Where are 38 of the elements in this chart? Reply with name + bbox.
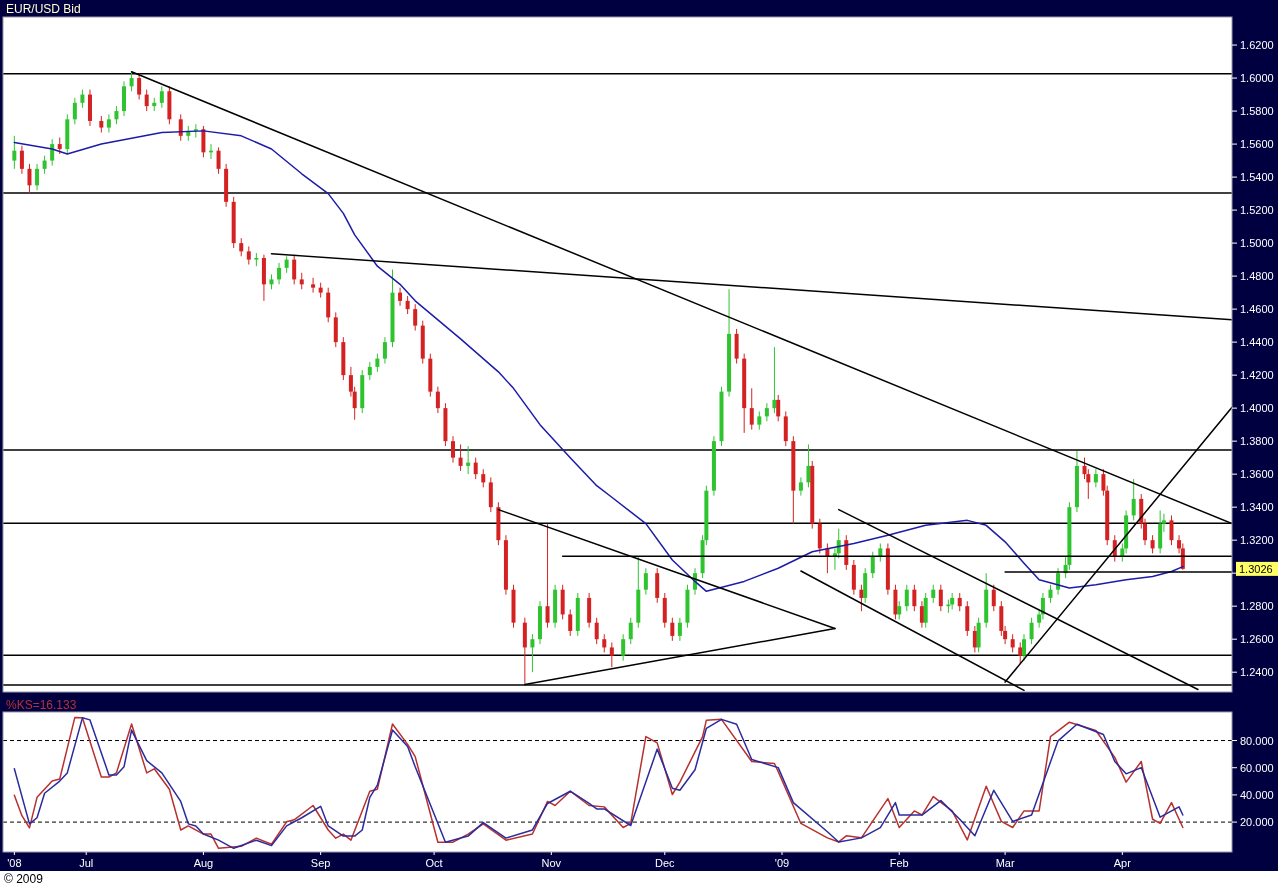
y-tick-label: 60.000 bbox=[1240, 761, 1274, 774]
y-tick-label: 1.5200 bbox=[1240, 204, 1274, 217]
x-tick-label: '09 bbox=[774, 857, 790, 869]
y-tick-label: 1.3800 bbox=[1240, 435, 1274, 448]
x-tick-label: Sep bbox=[310, 857, 331, 869]
y-tick-label: 80.000 bbox=[1240, 734, 1274, 747]
text: © 2009 bbox=[4, 872, 44, 886]
y-tick-label: 1.6200 bbox=[1240, 39, 1274, 52]
chart-title: EUR/USD Bid bbox=[6, 2, 81, 16]
y-tick-label: 1.5400 bbox=[1240, 171, 1274, 184]
x-tick-label: Jul bbox=[79, 857, 94, 869]
y-tick-label: 1.2400 bbox=[1240, 666, 1274, 679]
y-tick-label: 1.3400 bbox=[1240, 501, 1274, 514]
text: 1.3026 bbox=[1239, 562, 1273, 575]
y-tick-label: 1.2600 bbox=[1240, 633, 1274, 646]
x-tick-label: Apr bbox=[1113, 857, 1132, 869]
y-tick-label: 1.6000 bbox=[1240, 72, 1274, 85]
y-tick-label: 1.4200 bbox=[1240, 369, 1274, 382]
y-tick-label: 1.4000 bbox=[1240, 402, 1274, 415]
y-tick-label: 1.2800 bbox=[1240, 600, 1274, 613]
series-label: %KS=16.133 bbox=[6, 698, 77, 712]
y-tick-label: 1.3200 bbox=[1240, 534, 1274, 547]
y-tick-label: 1.5600 bbox=[1240, 138, 1274, 151]
y-tick-label: 1.4800 bbox=[1240, 270, 1274, 283]
y-tick-label: 20.000 bbox=[1240, 816, 1274, 829]
x-tick-label: Feb bbox=[889, 857, 909, 869]
y-tick-label: 1.4600 bbox=[1240, 303, 1274, 316]
y-tick-label: 40.000 bbox=[1240, 788, 1274, 801]
x-tick-label: Oct bbox=[425, 857, 443, 869]
y-tick-label: 1.5800 bbox=[1240, 105, 1274, 118]
x-tick-label: Mar bbox=[995, 857, 1015, 869]
x-tick-label: '08 bbox=[7, 857, 22, 869]
x-tick-label: Aug bbox=[193, 857, 214, 869]
y-tick-label: 1.4400 bbox=[1240, 336, 1274, 349]
y-tick-label: 1.5000 bbox=[1240, 237, 1274, 250]
x-tick-label: Dec bbox=[654, 857, 676, 869]
y-tick-label: 1.3600 bbox=[1240, 468, 1274, 481]
x-tick-label: Nov bbox=[541, 857, 562, 869]
